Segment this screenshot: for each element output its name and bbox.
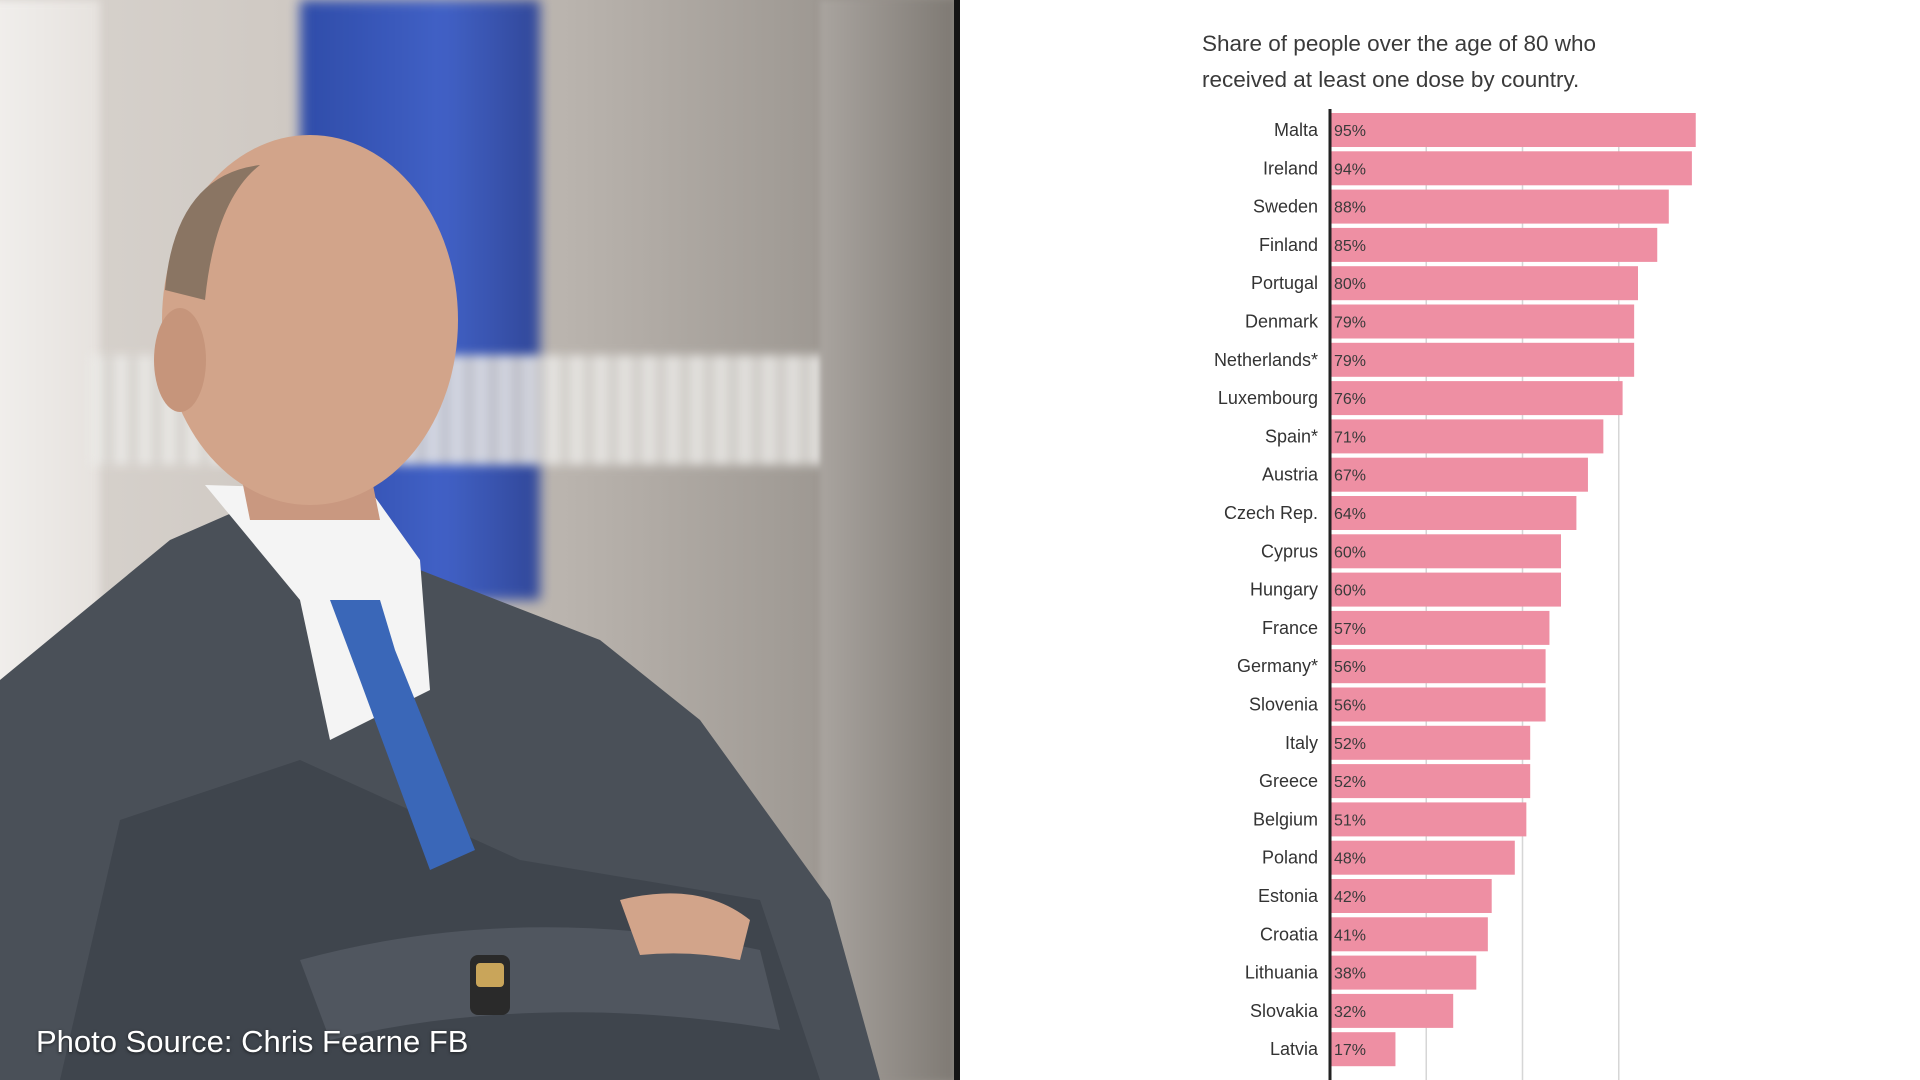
bar xyxy=(1330,764,1531,799)
country-label: Malta xyxy=(1274,120,1319,140)
background-column xyxy=(820,0,954,1080)
bar xyxy=(1330,649,1546,684)
value-label: 48% xyxy=(1334,851,1366,868)
country-label: Latvia xyxy=(1270,1039,1319,1059)
value-label: 79% xyxy=(1334,353,1366,370)
bar xyxy=(1330,879,1492,913)
country-label: Portugal xyxy=(1251,273,1318,293)
photo-panel: Photo Source: Chris Fearne FB xyxy=(0,0,954,1080)
country-label: Belgium xyxy=(1253,809,1318,829)
value-label: 71% xyxy=(1334,429,1366,446)
value-label: 51% xyxy=(1334,812,1366,829)
bar xyxy=(1330,227,1658,262)
value-label: 85% xyxy=(1334,238,1366,255)
bar xyxy=(1330,955,1477,990)
value-label: 76% xyxy=(1334,391,1366,408)
value-label: 88% xyxy=(1334,200,1366,217)
value-label: 60% xyxy=(1334,583,1366,600)
person-photo xyxy=(0,135,880,1080)
country-label: Austria xyxy=(1262,465,1319,485)
country-label: Czech Rep. xyxy=(1224,503,1318,523)
value-label: 79% xyxy=(1334,315,1366,332)
photo-caption: Photo Source: Chris Fearne FB xyxy=(36,1024,469,1059)
value-label: 32% xyxy=(1334,1004,1366,1021)
country-label: Luxembourg xyxy=(1218,388,1318,408)
bar xyxy=(1330,687,1546,722)
bar xyxy=(1330,802,1527,837)
country-label: Lithuania xyxy=(1245,963,1319,983)
bars xyxy=(1330,113,1696,1067)
country-label: Spain* xyxy=(1265,426,1318,446)
country-label: France xyxy=(1262,618,1318,638)
value-label: 52% xyxy=(1334,774,1366,791)
bar xyxy=(1330,113,1696,147)
country-label: Italy xyxy=(1285,733,1318,753)
bar xyxy=(1330,151,1692,186)
value-label: 52% xyxy=(1334,736,1366,753)
bar xyxy=(1330,993,1454,1028)
country-label: Slovenia xyxy=(1249,695,1319,715)
value-label: 38% xyxy=(1334,966,1366,983)
country-label: Denmark xyxy=(1245,312,1319,332)
country-label: Netherlands* xyxy=(1214,350,1318,370)
value-label: 57% xyxy=(1334,621,1366,638)
country-label: Germany* xyxy=(1237,656,1318,676)
value-label: 60% xyxy=(1334,544,1366,561)
value-label: 80% xyxy=(1334,276,1366,293)
value-label: 67% xyxy=(1334,468,1366,485)
country-label: Slovakia xyxy=(1250,1001,1319,1021)
bar xyxy=(1330,572,1561,607)
country-label: Finland xyxy=(1259,235,1318,255)
bar xyxy=(1330,725,1531,760)
value-label: 64% xyxy=(1334,506,1366,523)
chart-panel: Share of people over the age of 80 who r… xyxy=(960,0,1920,1080)
bar xyxy=(1330,457,1588,492)
bar xyxy=(1330,304,1635,339)
value-label: 17% xyxy=(1334,1042,1366,1059)
chart-title: Share of people over the age of 80 who r… xyxy=(1202,31,1597,92)
bar xyxy=(1330,610,1550,645)
bar xyxy=(1330,840,1515,875)
bar-chart: Malta 95% Ireland 94% Sweden 88% Finland 85% Por… xyxy=(1214,109,1696,1080)
bar xyxy=(1330,1032,1396,1067)
country-label: Hungary xyxy=(1250,580,1318,600)
labels: Malta 95% Ireland 94% Sweden 88% Finland 85% Por… xyxy=(1214,120,1366,1059)
value-label: 56% xyxy=(1334,698,1366,715)
value-label: 42% xyxy=(1334,889,1366,906)
bar xyxy=(1330,917,1488,952)
country-label: Poland xyxy=(1262,848,1318,868)
value-label: 41% xyxy=(1334,927,1366,944)
country-label: Greece xyxy=(1259,771,1318,791)
country-label: Cyprus xyxy=(1261,541,1318,561)
panel-divider xyxy=(954,0,960,1080)
bar xyxy=(1330,381,1623,416)
value-label: 56% xyxy=(1334,659,1366,676)
bar xyxy=(1330,419,1604,454)
bar xyxy=(1330,496,1577,530)
country-label: Croatia xyxy=(1260,924,1319,944)
bar xyxy=(1330,342,1635,377)
country-label: Ireland xyxy=(1263,158,1318,178)
bar xyxy=(1330,534,1561,569)
value-label: 94% xyxy=(1334,161,1366,178)
bar xyxy=(1330,189,1669,224)
value-label: 95% xyxy=(1334,123,1366,140)
bar xyxy=(1330,266,1638,301)
country-label: Estonia xyxy=(1258,886,1319,906)
country-label: Sweden xyxy=(1253,197,1318,217)
